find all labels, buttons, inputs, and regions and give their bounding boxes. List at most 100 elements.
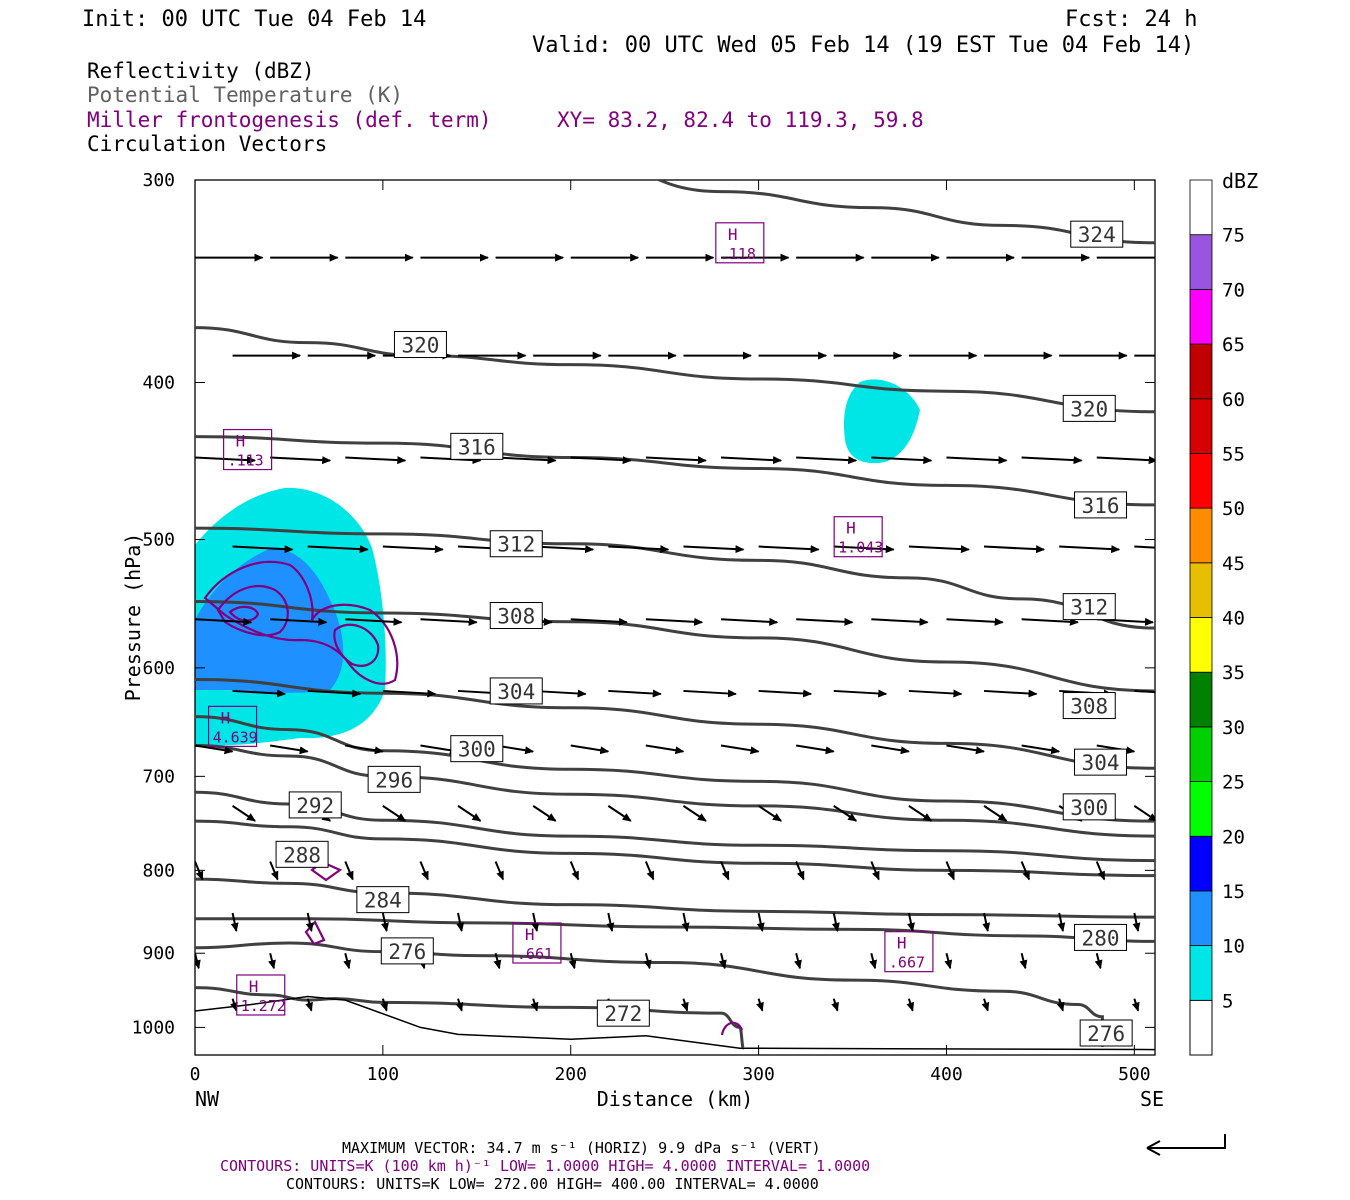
theta-label-300: 300 xyxy=(450,735,504,763)
theta-label-text: 276 xyxy=(388,940,426,964)
vector-arrow xyxy=(944,952,953,970)
field-frontogenesis-title: Miller frontogenesis (def. term) xyxy=(87,108,492,132)
vector-arrow xyxy=(343,952,351,970)
y-tick-label: 600 xyxy=(142,658,175,679)
colorbar-segment xyxy=(1189,835,1213,892)
theta-contour-280 xyxy=(195,917,1155,943)
theta-label-304: 304 xyxy=(1074,748,1128,776)
vector-arrow xyxy=(906,998,915,1012)
vector-arrow xyxy=(833,689,888,698)
vector-arrow xyxy=(644,861,655,881)
frontogenesis-max-box xyxy=(207,705,258,747)
theta-contour-note: CONTOURS: UNITS=K LOW= 272.00 HIGH= 400.… xyxy=(286,1175,819,1193)
vector-arrow xyxy=(195,744,234,755)
vector-arrow xyxy=(946,744,985,755)
field-reflectivity-title: Reflectivity (dBZ) xyxy=(87,59,315,83)
colorbar-segment xyxy=(1189,617,1213,673)
theta-label-text: 324 xyxy=(1078,223,1116,247)
vector-arrow xyxy=(720,744,760,755)
vector-arrow xyxy=(381,912,389,932)
y-tick-label: 500 xyxy=(142,530,175,551)
frontogenesis-max-box xyxy=(715,222,765,264)
theta-label-box xyxy=(1074,748,1128,776)
vector-arrow xyxy=(270,456,332,465)
vector-arrow xyxy=(531,912,540,932)
x-tick-label: 400 xyxy=(930,1064,963,1085)
colorbar-segment xyxy=(1189,453,1213,509)
vector-arrow xyxy=(983,545,1046,554)
theta-label-box xyxy=(1062,394,1116,422)
vector-arrow xyxy=(982,912,991,932)
reflectivity-colorbar: 5 10 15 20 25 30 35 40 45 50 55 60 65 70 75 xyxy=(1189,179,1245,1056)
vector-arrow xyxy=(495,456,557,465)
vector-arrow xyxy=(420,617,478,626)
vector-arrow xyxy=(533,545,595,554)
vector-arrow xyxy=(720,617,779,626)
theta-label-text: 272 xyxy=(604,1002,642,1026)
colorbar-segment xyxy=(1189,288,1213,345)
theta-contour-276 xyxy=(195,941,1104,1047)
colorbar-segment xyxy=(1189,999,1213,1056)
theta-label-box xyxy=(450,735,504,763)
theta-label-box xyxy=(1074,491,1128,519)
frontogenesis-contour-2 xyxy=(216,585,289,637)
vector-arrow xyxy=(569,861,580,881)
terrain-surface xyxy=(195,995,1155,1051)
colorbar-label: 40 xyxy=(1222,608,1245,630)
theta-label-304: 304 xyxy=(489,677,543,705)
frontogenesis-max-letter: H xyxy=(897,934,907,953)
theta-label-text: 308 xyxy=(1070,695,1108,719)
theta-label-312: 312 xyxy=(489,530,543,558)
vector-arrow xyxy=(307,545,369,554)
left-end-label: NW xyxy=(195,1087,220,1111)
vector-arrow xyxy=(570,744,610,755)
theta-label-box xyxy=(1062,793,1116,821)
theta-label-text: 300 xyxy=(1070,796,1108,820)
theta-label-276: 276 xyxy=(1079,1019,1133,1047)
vector-arrow xyxy=(606,912,615,932)
vector-arrow xyxy=(457,805,482,822)
theta-label-text: 316 xyxy=(458,435,496,459)
theta-label-box xyxy=(450,432,504,460)
vector-arrow xyxy=(1021,744,1061,755)
vector-arrow xyxy=(833,805,858,822)
theta-label-box xyxy=(1062,593,1116,621)
vector-arrow xyxy=(870,861,880,881)
theta-label-320: 320 xyxy=(393,331,447,359)
vector-arrow xyxy=(682,805,707,822)
frontogenesis-contour-3 xyxy=(333,623,380,667)
vector-arrow xyxy=(945,861,955,881)
theta-label-box xyxy=(1070,220,1124,248)
theta-label-text: 312 xyxy=(1070,596,1108,620)
vector-arrow xyxy=(195,861,204,881)
theta-label-box xyxy=(367,765,421,793)
theta-label-text: 320 xyxy=(401,334,439,358)
frontogenesis-max: H.118 xyxy=(715,222,765,264)
theta-contour-324 xyxy=(655,180,1155,245)
vector-arrow xyxy=(1134,689,1155,694)
vector-arrow xyxy=(831,998,839,1012)
vector-arrow xyxy=(305,998,313,1012)
colorbar-label: 50 xyxy=(1222,498,1245,520)
vector-arrow xyxy=(268,952,276,970)
theta-contour-308 xyxy=(195,599,1155,693)
vector-arrow xyxy=(608,545,670,554)
vector-arrow xyxy=(758,805,782,822)
y-tick-label: 400 xyxy=(142,372,175,393)
vector-arrow xyxy=(1096,456,1155,465)
colorbar-segment xyxy=(1189,781,1213,837)
colorbar-label: 70 xyxy=(1222,279,1245,301)
frontogenesis-max-value: .113 xyxy=(228,452,264,470)
vector-arrow xyxy=(494,861,505,881)
vector-arrow xyxy=(720,456,783,465)
vector-arrow xyxy=(570,456,632,465)
vector-arrow xyxy=(269,744,309,755)
vector-arrow xyxy=(195,617,253,626)
vector-arrow xyxy=(796,744,835,755)
theta-label-text: 308 xyxy=(497,605,535,629)
vector-arrow xyxy=(758,545,820,554)
colorbar-label: 10 xyxy=(1222,936,1245,958)
theta-label-text: 288 xyxy=(283,843,321,867)
vector-arrow xyxy=(232,545,294,554)
